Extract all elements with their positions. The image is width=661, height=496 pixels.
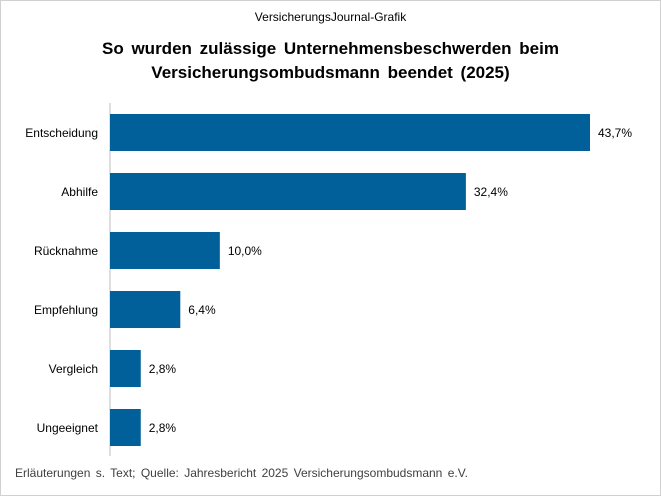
category-label-1: Abhilfe: [61, 185, 98, 199]
chart-source-label: VersicherungsJournal-Grafik: [254, 10, 407, 24]
value-label-1: 32,4%: [474, 185, 508, 199]
chart-title: So wurden zulässige Unternehmensbeschwer…: [0, 37, 661, 85]
bar-0: [110, 114, 590, 151]
bar-5: [110, 409, 141, 446]
bar-4: [110, 350, 141, 387]
value-label-3: 6,4%: [188, 303, 216, 317]
category-label-5: Ungeeignet: [37, 421, 99, 435]
bar-1: [110, 173, 466, 210]
value-label-2: 10,0%: [228, 244, 262, 258]
category-label-0: Entscheidung: [25, 126, 98, 140]
bar-2: [110, 232, 220, 269]
chart-footnote: Erläuterungen s. Text; Quelle: Jahresber…: [15, 466, 468, 480]
bar-3: [110, 291, 181, 328]
category-label-4: Vergleich: [49, 362, 98, 376]
chart-title-line-1: So wurden zulässige Unternehmensbeschwer…: [102, 39, 559, 58]
chart-title-line-2: Versicherungsombudsmann beendet (2025): [151, 63, 510, 82]
value-label-0: 43,7%: [598, 126, 632, 140]
value-label-4: 2,8%: [149, 362, 177, 376]
category-label-3: Empfehlung: [34, 303, 98, 317]
value-label-5: 2,8%: [149, 421, 177, 435]
category-label-2: Rücknahme: [34, 244, 98, 258]
